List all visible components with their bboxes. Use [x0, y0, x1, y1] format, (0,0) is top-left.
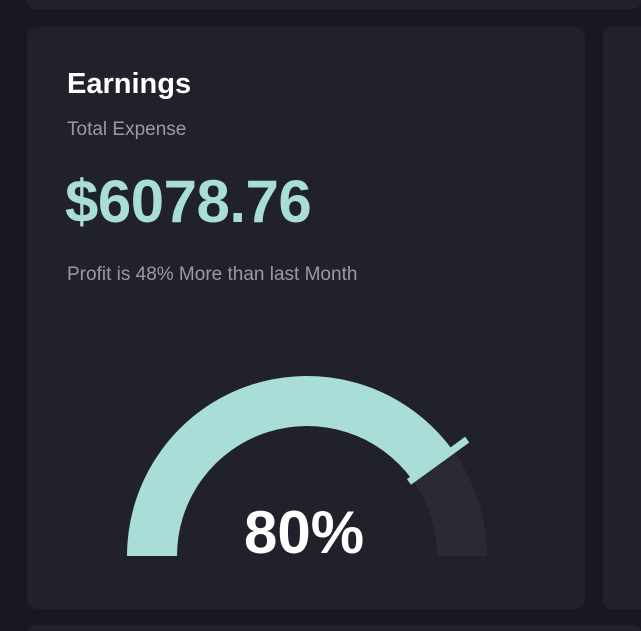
gauge-value: 80% [243, 499, 365, 566]
card-below [27, 625, 641, 631]
gauge-fill [127, 376, 453, 557]
card-subtitle: Total Expense [67, 119, 187, 140]
card-above [27, 0, 641, 9]
earnings-amount: $6078.76 [65, 168, 312, 235]
card-right [603, 27, 641, 609]
earnings-gauge [127, 376, 487, 557]
profit-note: Profit is 48% More than last Month [67, 264, 358, 285]
card-title: Earnings [67, 68, 192, 100]
gauge-marker [406, 436, 470, 485]
earnings-card: Earnings Total Expense $6078.76 Profit i… [27, 27, 585, 609]
